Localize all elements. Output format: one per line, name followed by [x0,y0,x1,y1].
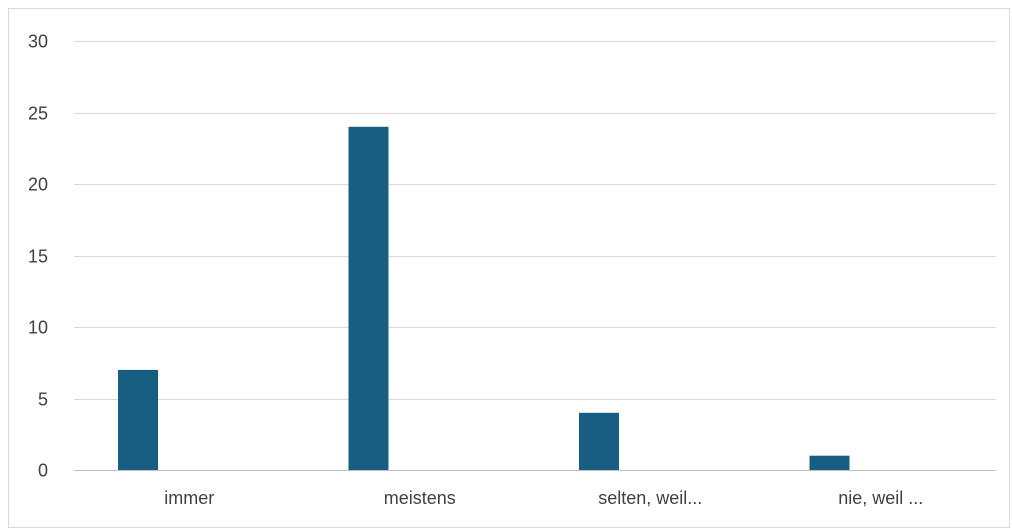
y-tick-label: 25 [28,104,48,124]
y-tick-label: 20 [28,175,48,195]
bar-1 [348,126,389,471]
y-tick-label: 15 [28,247,48,267]
y-tick-label: 10 [28,318,48,338]
y-tick-label: 30 [28,32,48,52]
chart-frame [8,8,1010,528]
gridlines [74,41,996,471]
bar-2 [579,412,619,470]
y-tick-label: 5 [38,390,48,410]
y-tick-label: 0 [38,461,48,481]
bar-0 [118,369,158,470]
bars [118,126,850,471]
x-tick-label: immer [164,488,214,508]
bar-3 [809,455,850,470]
x-axis-ticks: immer meistens selten, weil... nie, weil ..… [164,488,923,508]
x-tick-label: nie, weil ... [838,488,923,508]
x-tick-label: selten, weil... [598,488,702,508]
y-axis-ticks: 0 5 10 15 20 25 30 [28,32,48,481]
x-tick-label: meistens [384,488,456,508]
